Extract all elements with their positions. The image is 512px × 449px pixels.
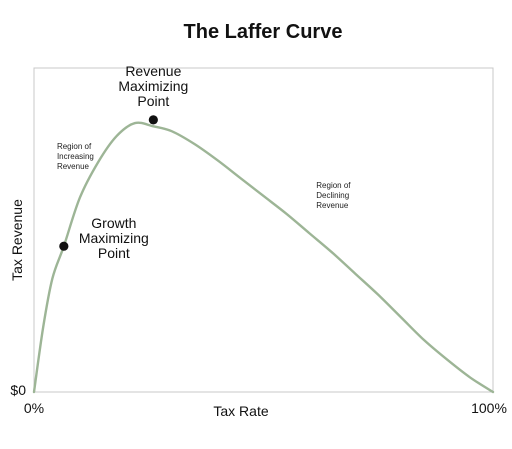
region-annotation: Region of Declining Revenue [316, 181, 351, 210]
plot-frame [33, 67, 494, 393]
chart-title: The Laffer Curve [184, 21, 343, 43]
region-annotation-line: Region of [57, 142, 92, 151]
region-annotation-line: Increasing [57, 152, 94, 161]
point-label: Growth Maximizing Point [79, 215, 149, 261]
y-axis-label: Tax Revenue [9, 199, 25, 281]
region-annotation-line: Revenue [316, 201, 349, 210]
x-tick-label: 100% [471, 400, 507, 416]
point-label: Revenue Maximizing Point [118, 63, 188, 109]
point-label-line: Maximizing [79, 230, 149, 246]
laffer-curve-line [32, 121, 495, 394]
region-annotation-line: Declining [316, 191, 349, 200]
region-annotation-line: Region of [316, 181, 351, 190]
point-marker [59, 241, 69, 251]
region-annotation-line: Revenue [57, 162, 90, 171]
point-label-line: Point [98, 245, 130, 261]
y-tick-label: $0 [10, 382, 26, 398]
point-label-line: Maximizing [118, 78, 188, 94]
region-annotation: Region of Increasing Revenue [57, 142, 94, 171]
point-label-line: Growth [91, 215, 136, 231]
point-label-line: Point [137, 93, 169, 109]
point-label-line: Revenue [125, 63, 181, 79]
x-tick-label: 0% [24, 400, 44, 416]
point-marker [148, 115, 158, 125]
x-axis-label: Tax Rate [213, 403, 268, 419]
